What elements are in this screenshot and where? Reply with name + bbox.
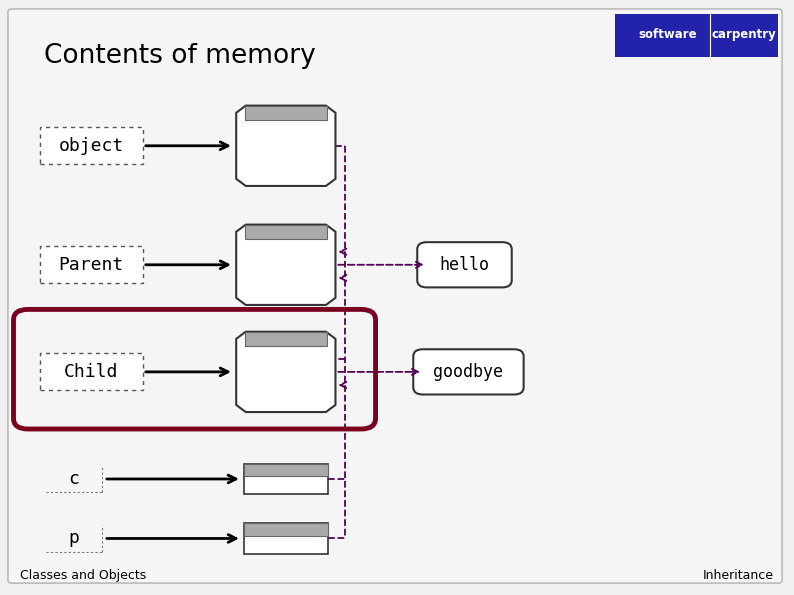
Text: Contents of memory: Contents of memory [44,43,315,69]
Text: c: c [68,470,79,488]
FancyBboxPatch shape [40,127,143,164]
Bar [245,523,327,536]
FancyBboxPatch shape [40,246,143,283]
Bar [245,105,326,120]
Polygon shape [237,106,335,186]
Bar [615,14,778,57]
Polygon shape [237,224,335,305]
Text: carpentry: carpentry [711,28,777,40]
FancyBboxPatch shape [413,349,524,394]
Text: goodbye: goodbye [434,363,503,381]
FancyBboxPatch shape [8,9,782,583]
Text: software: software [638,28,697,40]
Bar [245,464,327,477]
FancyBboxPatch shape [40,353,143,390]
Polygon shape [237,331,335,412]
Text: Inheritance: Inheritance [703,569,774,582]
FancyBboxPatch shape [418,242,511,287]
Bar [245,464,327,494]
Bar [245,224,326,239]
Text: p: p [68,530,79,547]
Bar [245,331,326,346]
Text: Parent: Parent [59,256,124,274]
Text: Child: Child [64,363,118,381]
Text: hello: hello [440,256,489,274]
Text: object: object [59,137,124,155]
Bar [245,523,327,554]
Text: Classes and Objects: Classes and Objects [20,569,146,582]
